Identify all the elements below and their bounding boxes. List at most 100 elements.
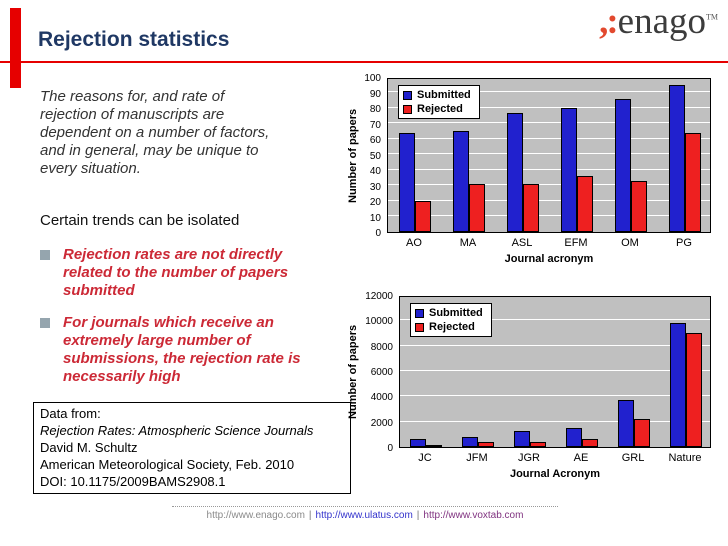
y-tick-label: 8000 (370, 341, 393, 353)
bar-rejected (478, 442, 494, 447)
separator: | (308, 510, 312, 521)
y-tick-label: 70 (369, 119, 381, 131)
gridline (388, 215, 710, 216)
rejected-swatch-icon (415, 322, 424, 332)
bar-submitted (618, 400, 634, 447)
y-tick-label: 4000 (370, 392, 393, 404)
gridline (388, 107, 710, 108)
trademark-symbol: TM (706, 12, 718, 22)
legend-label: Submitted (417, 89, 471, 101)
y-axis-title: Number of papers (347, 108, 359, 203)
bar-rejected (577, 176, 593, 232)
y-tick-label: 40 (369, 166, 381, 177)
x-tick-label: ASL (511, 237, 533, 249)
intro-paragraph: The reasons for, and rate of rejection o… (40, 88, 270, 177)
bar-rejected (469, 184, 485, 232)
bar-submitted (410, 439, 426, 447)
bar-submitted (670, 323, 686, 447)
page-title: Rejection statistics (38, 28, 230, 51)
voxtab-link[interactable]: http://www.voxtab.com (423, 510, 524, 521)
data-source-line: DOI: 10.1175/2009BAMS2908.1 (40, 473, 226, 489)
bar-submitted (507, 113, 523, 232)
legend-label: Rejected (417, 103, 463, 115)
chart-legend: Submitted Rejected (410, 303, 492, 337)
y-tick-label: 10000 (365, 316, 393, 328)
y-tick-label: 50 (369, 150, 381, 162)
legend-item: Rejected (415, 320, 483, 334)
enago-link[interactable]: http://www.enago.com (206, 510, 305, 521)
chart-large-journals: Number of papers 0 2000 4000 6000 8000 10000 12… (345, 288, 717, 500)
y-tick-label: 6000 (370, 367, 393, 378)
gridline (400, 421, 710, 422)
footer-links: http://www.enago.com | http://www.ulatus.c… (172, 510, 558, 521)
enago-logo-text: enago (617, 1, 706, 42)
y-tick-label: 10 (369, 212, 381, 224)
list-item: For journals which receive an extremely … (40, 314, 330, 386)
gridline (400, 370, 710, 371)
x-tick-label: MA (459, 237, 477, 249)
footer: http://www.enago.com | http://www.ulatus.c… (172, 506, 558, 521)
y-axis-title: Number of papers (347, 324, 359, 420)
legend-item: Submitted (415, 306, 483, 320)
bar-rejected (686, 333, 702, 447)
bar-rejected (426, 445, 442, 447)
y-tick-label: 2000 (370, 417, 393, 429)
bar-rejected (582, 439, 598, 447)
chart-legend: Submitted Rejected (398, 85, 480, 119)
enago-logo-mark-icon: ,: (599, 1, 619, 42)
gridline (388, 184, 710, 185)
data-source-box: Data from: Rejection Rates: Atmospheric … (33, 402, 351, 495)
y-tick-label: 30 (369, 181, 381, 193)
bar-submitted (462, 437, 478, 447)
y-tick-label: 12000 (365, 291, 393, 302)
gridline (388, 200, 710, 201)
bullet-text: Rejection rates are not directly related… (63, 246, 289, 299)
bullet-square-icon (40, 250, 50, 260)
bar-rejected (685, 133, 701, 232)
gridline (388, 138, 710, 139)
data-source-line: American Meteorological Society, Feb. 20… (40, 456, 295, 472)
y-tick-label: 100 (364, 73, 381, 84)
bar-rejected (530, 442, 546, 447)
x-tick-label: JGR (518, 452, 540, 464)
x-tick-label: PG (676, 237, 692, 249)
bullet-list: Rejection rates are not directly related… (40, 246, 330, 400)
bar-rejected (523, 184, 539, 232)
gridline (388, 76, 710, 77)
y-tick-label: 80 (369, 104, 381, 115)
x-tick-label: AE (573, 452, 589, 464)
ulatus-link[interactable]: http://www.ulatus.com (315, 510, 413, 521)
y-tick-label: 0 (387, 443, 393, 454)
data-source-line: Rejection Rates: Atmospheric Science Jou… (40, 422, 314, 438)
gridline (400, 395, 710, 396)
footer-divider (172, 506, 558, 507)
submitted-swatch-icon (403, 90, 412, 100)
x-tick-label: AO (406, 237, 422, 249)
gridline (400, 319, 710, 320)
gridline (388, 91, 710, 92)
y-tick-label: 20 (369, 197, 381, 208)
x-axis-title: Journal acronym (504, 253, 594, 265)
submitted-swatch-icon (415, 308, 424, 318)
x-tick-label: EFM (564, 237, 588, 249)
plot-area: Submitted Rejected (399, 294, 711, 448)
bar-submitted (615, 99, 631, 232)
x-tick-label: JC (418, 452, 432, 464)
x-tick-label: OM (621, 237, 639, 249)
x-tick-label: GRL (621, 452, 645, 464)
plot-area: Submitted Rejected (387, 76, 711, 233)
x-axis-title: Journal Acronym (509, 468, 601, 480)
gridline (400, 294, 710, 295)
legend-item: Submitted (403, 88, 471, 102)
bar-submitted (561, 108, 577, 232)
x-tick-label: JFM (466, 452, 488, 464)
x-tick-label: Nature (668, 452, 702, 464)
chart-small-journals: Number of papers 0 10 20 30 40 50 60 70 80 90 100 Su… (345, 70, 717, 282)
bar-rejected (415, 201, 431, 232)
separator: | (416, 510, 420, 521)
list-item: Rejection rates are not directly related… (40, 246, 330, 300)
legend-label: Submitted (429, 307, 483, 319)
y-tick-label: 0 (375, 228, 381, 239)
data-source-line: Data from: (40, 406, 101, 421)
y-tick-label: 90 (369, 88, 381, 100)
